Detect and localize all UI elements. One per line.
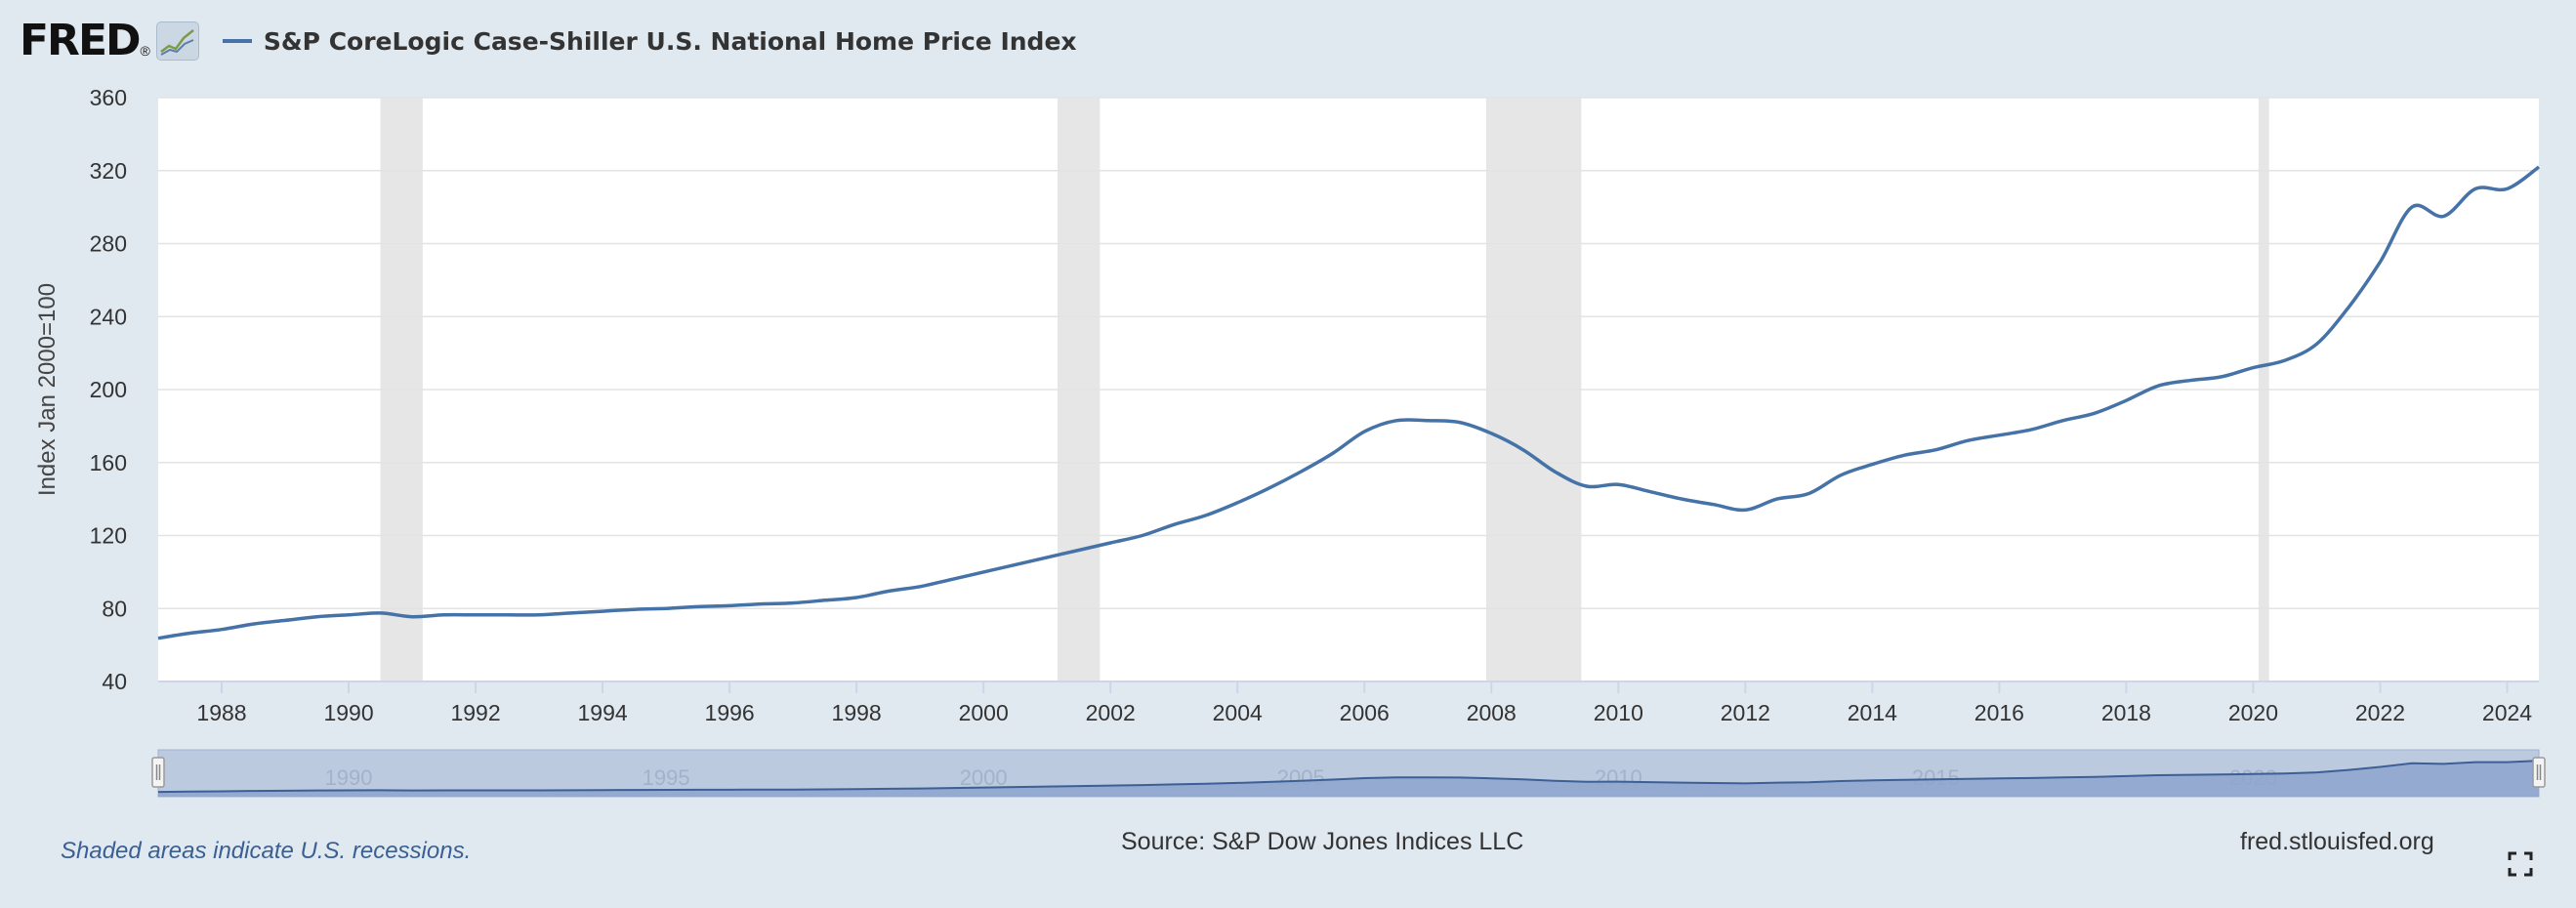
x-tick-label: 2006 [1340, 700, 1390, 725]
y-tick-label: 120 [90, 523, 127, 549]
navigator-series-area [158, 761, 2539, 797]
y-tick-label: 40 [102, 669, 127, 694]
fred-logo[interactable]: FRED [20, 16, 142, 65]
x-tick-label: 1996 [705, 700, 755, 725]
legend: S&P CoreLogic Case-Shiller U.S. National… [222, 26, 1077, 56]
x-tick-label: 2004 [1213, 700, 1263, 725]
x-tick-label: 1998 [832, 700, 882, 725]
x-tick-label: 1992 [450, 700, 500, 725]
source-note: Source: S&P Dow Jones Indices LLC [1121, 828, 1524, 855]
y-tick-label: 280 [90, 231, 127, 257]
y-tick-label: 360 [90, 85, 127, 110]
x-tick-label: 2022 [2355, 700, 2405, 725]
recession-note: Shaded areas indicate U.S. recessions. [61, 838, 472, 864]
navigator-label: 2000 [960, 765, 1008, 790]
navigator-left-handle[interactable] [151, 757, 165, 788]
x-tick-label: 2002 [1086, 700, 1136, 725]
y-tick-label: 80 [102, 596, 127, 621]
x-tick-label: 2008 [1467, 700, 1517, 725]
x-tick-label: 1994 [578, 700, 628, 725]
navigator-right-handle[interactable] [2532, 757, 2546, 788]
navigator-label: 1990 [325, 765, 373, 790]
x-tick-label: 2024 [2482, 700, 2532, 725]
x-tick-label: 2016 [1974, 700, 2024, 725]
x-tick-label: 2018 [2101, 700, 2151, 725]
series-line[interactable] [157, 165, 2541, 640]
y-tick-label: 160 [90, 450, 127, 475]
x-tick-label: 1988 [196, 700, 246, 725]
legend-series-label[interactable]: S&P CoreLogic Case-Shiller U.S. National… [263, 26, 1077, 56]
y-axis-label: Index Jan 2000=100 [34, 283, 61, 496]
x-tick-label: 2000 [959, 700, 1009, 725]
navigator-series-line [157, 760, 2540, 794]
fullscreen-expand-icon[interactable] [2508, 851, 2533, 877]
chart-header: FRED ® S&P CoreLogic Case-Shiller U.S. N… [20, 14, 1077, 68]
y-tick-label: 200 [90, 377, 127, 402]
x-tick-label: 2012 [1721, 700, 1770, 725]
navigator-label: 1995 [643, 765, 690, 790]
legend-swatch [222, 39, 252, 43]
x-tick-label: 2014 [1848, 700, 1897, 725]
y-tick-label: 320 [90, 158, 127, 184]
x-tick-label: 1990 [323, 700, 373, 725]
y-tick-label: 240 [90, 304, 127, 329]
trend-chart-icon [155, 21, 199, 61]
x-tick-label: 2010 [1594, 700, 1643, 725]
registered-mark: ® [140, 43, 150, 59]
site-url: fred.stlouisfed.org [2240, 828, 2434, 855]
x-tick-label: 2020 [2228, 700, 2278, 725]
